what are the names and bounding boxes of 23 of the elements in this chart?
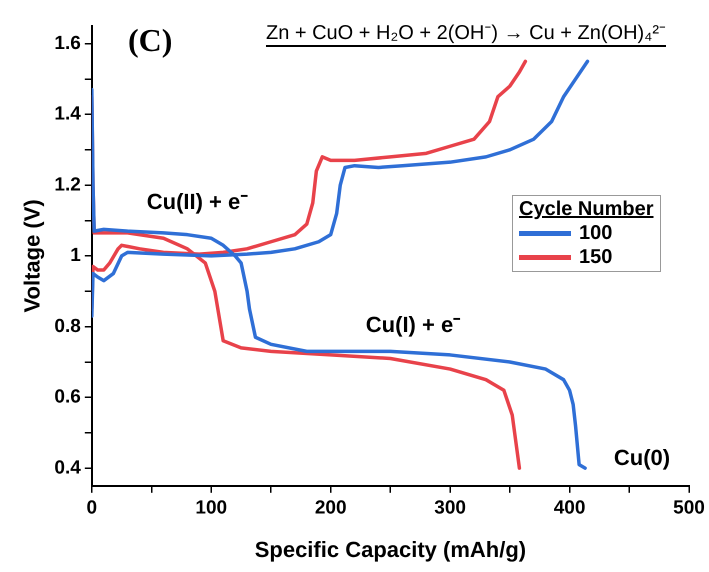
x-tick-label: 100	[195, 497, 228, 518]
legend-title: Cycle Number	[519, 198, 654, 221]
y-tick-label: 1.6	[54, 32, 81, 54]
annotation: Cu(0)	[614, 445, 670, 471]
y-tick-label: 0.4	[54, 457, 82, 478]
x-tick-label: 400	[554, 497, 586, 518]
x-tick-label: 0	[86, 497, 98, 518]
y-tick-label: 1.4	[54, 104, 82, 125]
y-tick-label: 1	[70, 245, 82, 266]
annotation: Cu(II) + e⁻	[146, 188, 248, 215]
x-tick-label: 200	[314, 497, 347, 518]
chart-title: (C)	[128, 22, 172, 59]
annotation: Cu(I) + e⁻	[366, 311, 460, 338]
x-tick-label: 500	[673, 497, 705, 518]
y-tick-label: 0.6	[54, 386, 81, 408]
x-tick-label: 300	[434, 497, 466, 518]
y-tick-label: 0.8	[54, 316, 81, 337]
legend-label: 100	[579, 222, 612, 244]
chart-subtitle: Zn + CuO + H₂O + 2(OH⁻) → Cu + Zn(OH)₄²⁻	[264, 21, 667, 45]
x-axis-title: Specific Capacity (mAh/g)	[254, 536, 526, 562]
legend-label: 150	[579, 246, 612, 268]
y-tick-label: 1.2	[54, 174, 81, 196]
y-axis-title: Voltage (V)	[19, 199, 44, 313]
